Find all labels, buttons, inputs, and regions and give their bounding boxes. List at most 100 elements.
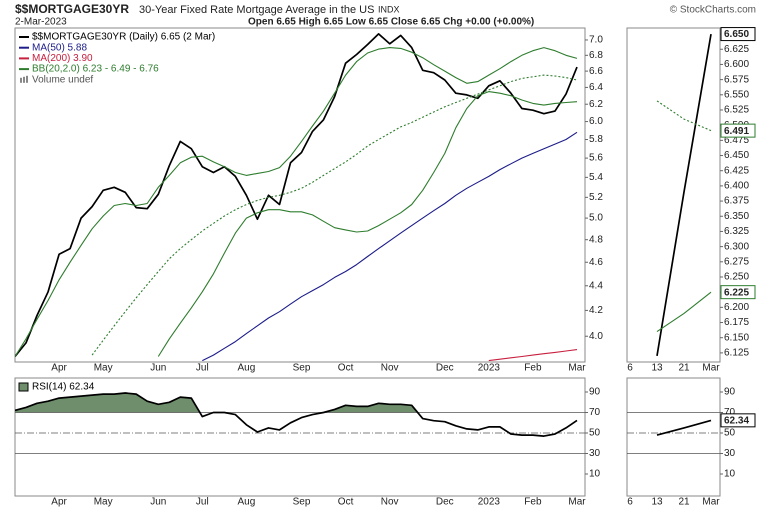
x-tick-label: Nov bbox=[381, 497, 399, 507]
y-tick-label: 5.2 bbox=[589, 192, 603, 203]
y-tick-label: 6.475 bbox=[724, 135, 749, 146]
y-tick-label: 4.0 bbox=[589, 331, 603, 342]
y-tick-label: 10 bbox=[589, 469, 601, 480]
source-label: © StockCharts.com bbox=[670, 5, 756, 16]
legend-label: MA(200) 3.90 bbox=[32, 53, 93, 64]
y-tick-label: 4.4 bbox=[589, 280, 603, 291]
y-tick-label: 50 bbox=[589, 428, 601, 439]
panel-frame bbox=[626, 27, 721, 363]
y-tick-label: 6.4 bbox=[589, 82, 603, 93]
x-tick-label: Dec bbox=[436, 497, 454, 507]
y-tick-label: 70 bbox=[589, 407, 601, 418]
x-tick-label: May bbox=[94, 497, 113, 507]
y-tick-label: 4.2 bbox=[589, 305, 603, 316]
y-tick-label: 6.250 bbox=[724, 272, 749, 283]
y-tick-label: 6.175 bbox=[724, 317, 749, 328]
y-tick-label: 6.550 bbox=[724, 89, 749, 100]
legend-swatch bbox=[26, 75, 28, 83]
x-tick-label: Jul bbox=[196, 497, 209, 507]
value-tag-label: 6.491 bbox=[724, 126, 749, 137]
x-tick-label: Mar bbox=[568, 497, 586, 507]
y-tick-label: 5.8 bbox=[589, 134, 603, 145]
y-tick-label: 6.525 bbox=[724, 105, 749, 116]
x-tick-label: Jun bbox=[150, 363, 166, 374]
x-tick-label: 13 bbox=[651, 497, 663, 507]
y-tick-label: 6.275 bbox=[724, 256, 749, 267]
value-tag-label: 62.34 bbox=[724, 415, 749, 426]
y-tick-label: 6.200 bbox=[724, 302, 749, 313]
series-line bbox=[157, 91, 578, 357]
value-tag bbox=[720, 285, 756, 300]
series-area bbox=[15, 393, 577, 413]
legend-label: Volume undef bbox=[32, 74, 93, 85]
y-tick-label: 10 bbox=[724, 469, 736, 480]
x-tick-label: Feb bbox=[524, 363, 542, 374]
y-tick-label: 6.325 bbox=[724, 226, 749, 237]
series-line bbox=[91, 74, 578, 356]
x-tick-label: Apr bbox=[51, 363, 67, 374]
y-tick-label: 50 bbox=[724, 428, 736, 439]
legend-label: MA(50) 5.88 bbox=[32, 42, 87, 53]
panel-frame bbox=[626, 377, 721, 497]
series-line bbox=[656, 419, 712, 436]
y-tick-label: 6.400 bbox=[724, 181, 749, 192]
x-tick-label: 21 bbox=[678, 497, 690, 507]
x-tick-label: Nov bbox=[381, 363, 399, 374]
y-tick-label: 4.6 bbox=[589, 257, 603, 268]
y-tick-label: 30 bbox=[589, 448, 601, 459]
y-tick-label: 5.4 bbox=[589, 172, 603, 183]
value-tag bbox=[720, 413, 756, 428]
series-line bbox=[656, 33, 712, 357]
chart-subtitle: 30-Year Fixed Rate Mortgage Average in t… bbox=[139, 4, 374, 16]
y-tick-label: 6.150 bbox=[724, 332, 749, 343]
legend-swatch bbox=[18, 382, 29, 392]
y-tick-label: 5.0 bbox=[589, 213, 603, 224]
legend-label: BB(20,2.0) 6.23 - 6.49 - 6.76 bbox=[32, 64, 159, 75]
x-tick-label: Aug bbox=[238, 363, 256, 374]
x-tick-label: Jul bbox=[196, 363, 209, 374]
chart-title: $$MORTGAGE30YR bbox=[15, 2, 129, 16]
series-line bbox=[15, 47, 578, 357]
date-label: 2-Mar-2023 bbox=[15, 17, 67, 28]
series-line bbox=[488, 349, 578, 362]
legend-swatch bbox=[20, 77, 22, 83]
exchange-label: INDX bbox=[378, 4, 400, 14]
y-tick-label: 6.450 bbox=[724, 150, 749, 161]
x-tick-label: Mar bbox=[702, 363, 720, 374]
y-tick-label: 6.300 bbox=[724, 241, 749, 252]
y-tick-label: 6.575 bbox=[724, 74, 749, 85]
y-tick-label: 30 bbox=[724, 448, 736, 459]
panel-frame bbox=[14, 27, 586, 363]
x-tick-label: 2023 bbox=[478, 363, 501, 374]
legend-label: $$MORTGAGE30YR (Daily) 6.65 (2 Mar) bbox=[32, 32, 215, 43]
quote-label: Open 6.65 High 6.65 Low 6.65 Close 6.65 … bbox=[248, 17, 534, 28]
value-tag bbox=[720, 27, 756, 42]
y-tick-label: 90 bbox=[724, 387, 736, 398]
series-line bbox=[15, 33, 578, 358]
x-tick-label: May bbox=[94, 363, 113, 374]
series-line bbox=[15, 392, 578, 437]
y-tick-label: 6.125 bbox=[724, 348, 749, 359]
x-tick-label: Dec bbox=[436, 363, 454, 374]
x-tick-label: Sep bbox=[293, 363, 311, 374]
series-line bbox=[202, 131, 578, 362]
x-tick-label: Jun bbox=[150, 497, 166, 507]
y-tick-label: 6.625 bbox=[724, 44, 749, 55]
x-tick-label: Feb bbox=[524, 497, 542, 507]
y-tick-label: 4.8 bbox=[589, 234, 603, 245]
x-tick-label: Oct bbox=[338, 363, 354, 374]
x-tick-label: Sep bbox=[293, 497, 311, 507]
y-tick-label: 6.0 bbox=[589, 116, 603, 127]
y-tick-label: 6.425 bbox=[724, 165, 749, 176]
x-tick-label: 13 bbox=[651, 363, 663, 374]
y-tick-label: 6.350 bbox=[724, 211, 749, 222]
x-tick-label: Mar bbox=[702, 497, 720, 507]
y-tick-label: 6.375 bbox=[724, 196, 749, 207]
legend-swatch bbox=[23, 76, 25, 83]
x-tick-label: 21 bbox=[678, 363, 690, 374]
value-tag bbox=[720, 123, 756, 138]
x-tick-label: 6 bbox=[627, 497, 633, 507]
y-tick-label: 90 bbox=[589, 387, 601, 398]
y-tick-label: 70 bbox=[724, 407, 736, 418]
